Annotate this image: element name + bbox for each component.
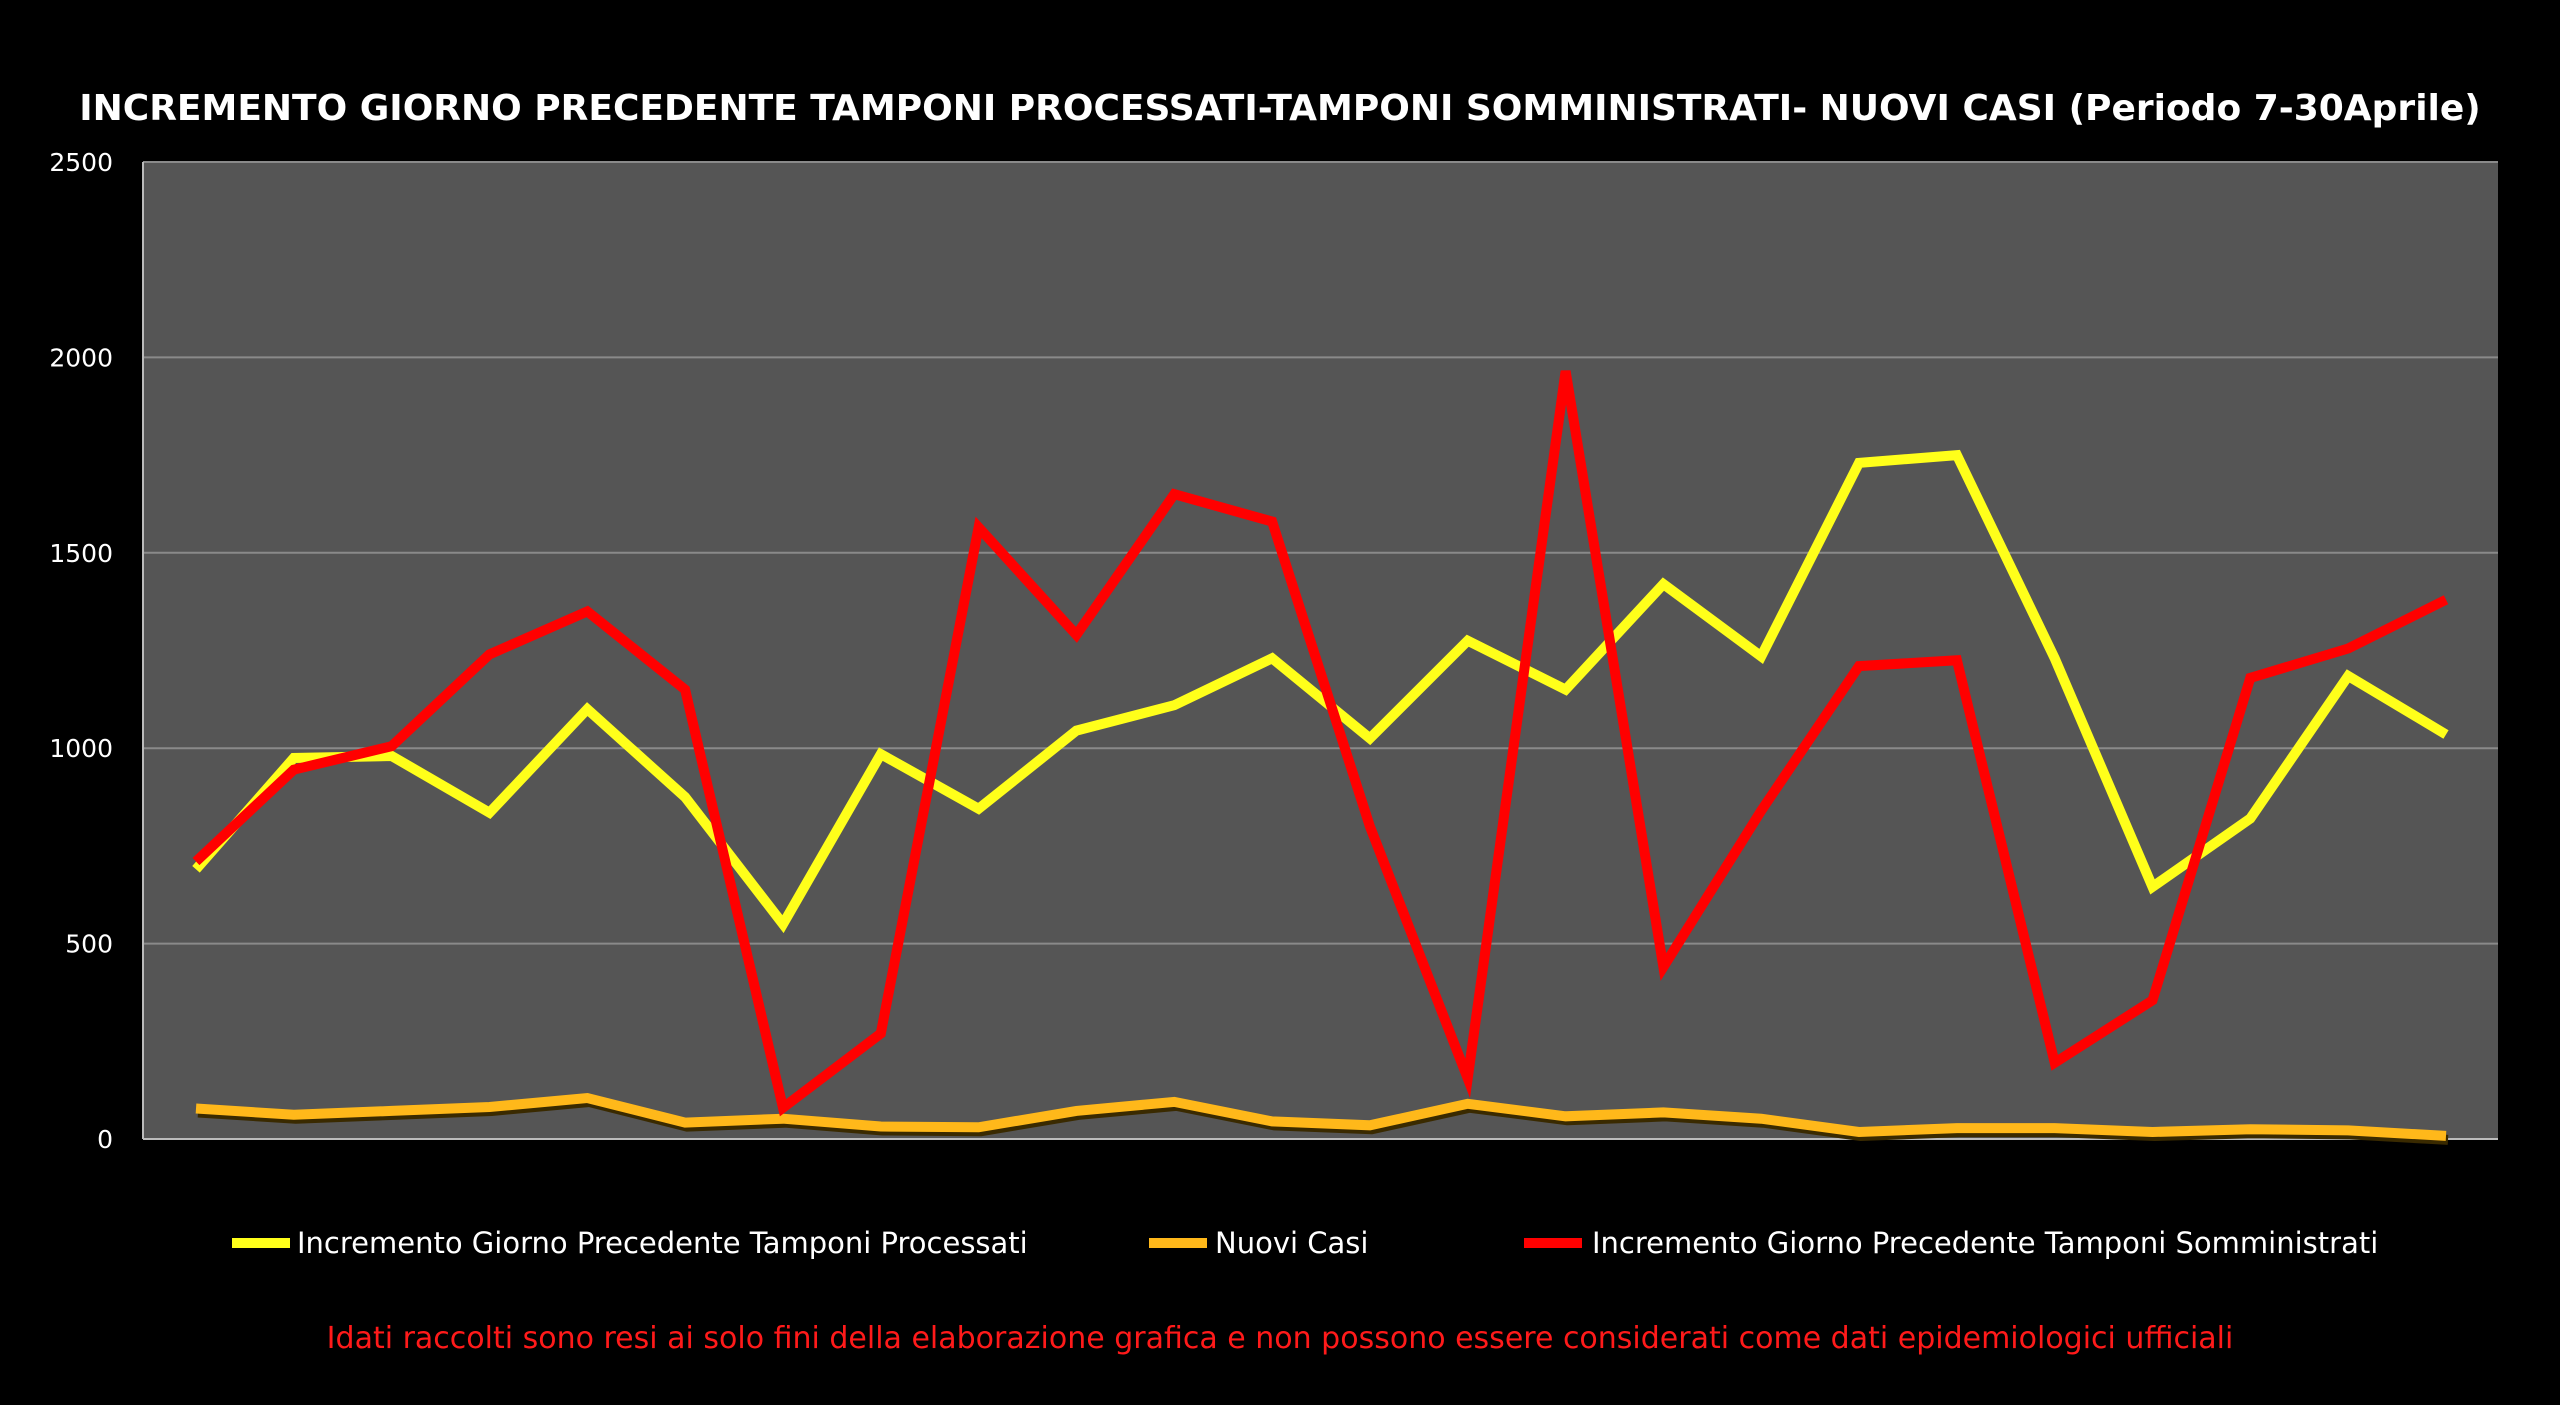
legend-item-nuovi-casi: Nuovi Casi [1149, 1226, 1368, 1260]
chart-title: INCREMENTO GIORNO PRECEDENTE TAMPONI PRO… [79, 88, 2481, 129]
y-tick-label: 1000 [49, 734, 113, 763]
y-tick-label: 0 [97, 1125, 113, 1154]
disclaimer-note: Idati raccolti sono resi ai solo fini de… [327, 1321, 2234, 1356]
series-somministrati-line [192, 370, 2449, 1117]
series-nuovi-casi-line [195, 1092, 2447, 1141]
y-tick-label: 500 [65, 930, 113, 959]
y-axis: 0 500 1000 1500 2000 2500 [49, 148, 113, 1154]
legend-item-somministrati: Incremento Giorno Precedente Tamponi Som… [1524, 1226, 2378, 1260]
plot-area [143, 162, 2498, 1139]
legend-label-processati: Incremento Giorno Precedente Tamponi Pro… [297, 1226, 1028, 1260]
legend-label-somministrati: Incremento Giorno Precedente Tamponi Som… [1592, 1226, 2378, 1260]
series-processati-line [192, 449, 2449, 934]
legend-label-nuovi-casi: Nuovi Casi [1215, 1226, 1368, 1260]
y-tick-label: 1500 [49, 539, 113, 568]
y-tick-label: 2000 [49, 343, 113, 372]
legend-item-processati: Incremento Giorno Precedente Tamponi Pro… [232, 1226, 1028, 1260]
series-lines [192, 370, 2449, 1145]
grid [143, 161, 2498, 945]
y-tick-label: 2500 [49, 148, 113, 177]
legend: Incremento Giorno Precedente Tamponi Pro… [232, 1226, 2378, 1260]
